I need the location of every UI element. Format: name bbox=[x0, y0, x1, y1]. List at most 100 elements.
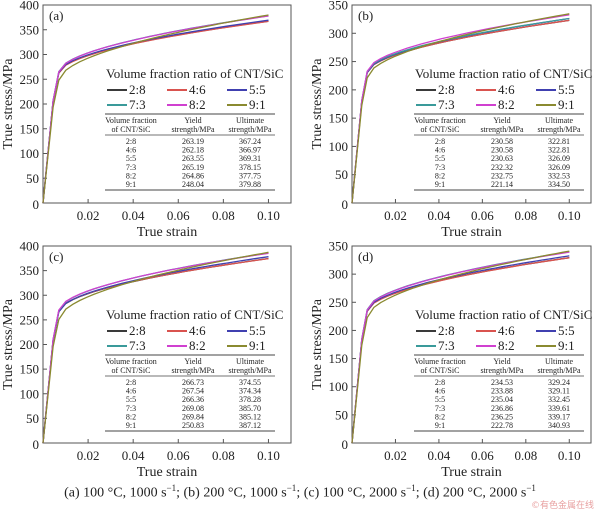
table-header: Yield bbox=[493, 357, 510, 366]
table-cell: 378.28 bbox=[239, 395, 261, 404]
series-line-5-5 bbox=[42, 19, 269, 204]
series-line-9-1 bbox=[351, 250, 570, 444]
y-tick-label: 200 bbox=[329, 323, 349, 338]
y-tick-label: 250 bbox=[329, 295, 349, 310]
table-cell: 332.53 bbox=[548, 171, 570, 180]
table-header: Volume fraction bbox=[105, 116, 157, 125]
x-tick-label: 0.10 bbox=[558, 208, 581, 223]
table-cell: 7:3 bbox=[435, 404, 445, 413]
y-tick-label: 0 bbox=[342, 437, 349, 452]
x-tick-label: 0.06 bbox=[471, 208, 494, 223]
y-tick-label: 350 bbox=[20, 263, 40, 278]
caption-b: ; (b) 200 °C, 1000 s bbox=[176, 485, 287, 501]
y-axis-label: True stress/MPa bbox=[310, 58, 325, 150]
table-header: strength/MPa bbox=[537, 125, 581, 134]
legend-label-2-8: 2:8 bbox=[129, 82, 146, 97]
legend-title: Volume fraction ratio of CNT/SiC bbox=[106, 66, 283, 81]
table-cell: 9:1 bbox=[435, 421, 445, 430]
legend-label-5-5: 5:5 bbox=[249, 323, 266, 338]
legend-label-8-2: 8:2 bbox=[498, 97, 515, 112]
table-cell: 230.58 bbox=[491, 146, 513, 155]
x-tick-label: 0.02 bbox=[384, 448, 407, 463]
x-tick-label: 0.04 bbox=[122, 208, 145, 223]
y-axis-label: True stress/MPa bbox=[310, 298, 325, 390]
x-axis-label: True strain bbox=[137, 465, 198, 480]
x-tick-label: 0.02 bbox=[384, 208, 407, 223]
table-cell: 374.55 bbox=[239, 378, 261, 387]
table-cell: 2:8 bbox=[435, 378, 445, 387]
table-header: Ultimate bbox=[545, 116, 573, 125]
x-tick-label: 0.08 bbox=[514, 448, 537, 463]
series-line-4-6 bbox=[351, 19, 570, 204]
table-cell: 7:3 bbox=[435, 163, 445, 172]
table-cell: 5:5 bbox=[126, 395, 136, 404]
table-cell: 269.84 bbox=[182, 412, 204, 421]
y-tick-label: 150 bbox=[329, 351, 349, 366]
table-cell: 232.32 bbox=[491, 163, 513, 172]
table-cell: 379.88 bbox=[239, 180, 261, 189]
table-cell: 233.88 bbox=[491, 387, 513, 396]
x-tick-label: 0.06 bbox=[167, 208, 190, 223]
table-cell: 222.78 bbox=[491, 421, 513, 430]
table-cell: 5:5 bbox=[435, 395, 445, 404]
table-header: of CNT/SiC bbox=[421, 366, 460, 375]
table-header: Volume fraction bbox=[105, 357, 157, 366]
table-header: strength/MPa bbox=[228, 125, 272, 134]
legend-label-9-1: 9:1 bbox=[558, 338, 575, 353]
table-cell: 221.14 bbox=[491, 180, 513, 189]
y-tick-label: 150 bbox=[20, 362, 40, 377]
y-tick-label: 100 bbox=[329, 379, 349, 394]
table-cell: 236.25 bbox=[491, 412, 513, 421]
table-cell: 235.04 bbox=[491, 395, 513, 404]
y-tick-label: 400 bbox=[20, 0, 40, 13]
panel-b: 0 50 100 150 200 250 300 350 0.02 0.04 0.06 0.08 0.1… bbox=[310, 0, 592, 240]
legend-label-8-2: 8:2 bbox=[189, 338, 206, 353]
x-tick-label: 0.10 bbox=[257, 448, 280, 463]
y-tick-label: 100 bbox=[20, 386, 40, 401]
table-cell: 263.55 bbox=[182, 154, 204, 163]
legend-label-8-2: 8:2 bbox=[189, 97, 206, 112]
table-cell: 266.36 bbox=[182, 395, 204, 404]
legend-label-5-5: 5:5 bbox=[249, 82, 266, 97]
x-tick-label: 0.06 bbox=[471, 448, 494, 463]
table-header: strength/MPa bbox=[480, 125, 524, 134]
table-cell: 2:8 bbox=[126, 137, 136, 146]
table-header: strength/MPa bbox=[480, 366, 524, 375]
table-header: of CNT/SiC bbox=[112, 125, 151, 134]
table-cell: 326.09 bbox=[548, 154, 570, 163]
x-tick-label: 0.10 bbox=[558, 448, 581, 463]
table-header: Yield bbox=[493, 116, 510, 125]
legend-title: Volume fraction ratio of CNT/SiC bbox=[415, 307, 592, 322]
caption-a: (a) 100 °C, 1000 s bbox=[64, 485, 167, 501]
y-tick-label: 300 bbox=[329, 267, 349, 282]
panel-label: (b) bbox=[358, 8, 373, 23]
table-header: Yield bbox=[184, 116, 201, 125]
legend-label-5-5: 5:5 bbox=[558, 82, 575, 97]
caption-c: ; (c) 100 °C, 2000 s bbox=[296, 485, 407, 501]
table-cell: 329.11 bbox=[548, 387, 570, 396]
table-cell: 377.75 bbox=[239, 171, 261, 180]
panel-c: 0 50 100 150 200 250 300 350 400 0.02 0.04 0.06 0.08… bbox=[1, 239, 292, 480]
legend-title: Volume fraction ratio of CNT/SiC bbox=[415, 66, 592, 81]
y-tick-label: 0 bbox=[342, 197, 349, 212]
y-tick-label: 400 bbox=[20, 239, 40, 254]
table-cell: 232.75 bbox=[491, 171, 513, 180]
table-header: strength/MPa bbox=[171, 125, 215, 134]
table-header: strength/MPa bbox=[171, 366, 215, 375]
y-tick-label: 50 bbox=[26, 171, 39, 186]
table-cell: 366.97 bbox=[239, 146, 261, 155]
series-line-4-6 bbox=[42, 257, 269, 444]
table-header: Ultimate bbox=[236, 116, 264, 125]
x-tick-label: 0.10 bbox=[257, 208, 280, 223]
table-header: strength/MPa bbox=[228, 366, 272, 375]
caption-d-sup: −1 bbox=[526, 483, 536, 493]
table-cell: 250.83 bbox=[182, 421, 204, 430]
y-tick-label: 150 bbox=[20, 121, 40, 136]
series-line-8-2 bbox=[42, 252, 269, 444]
table-header: Volume fraction bbox=[414, 357, 466, 366]
series-line-2-8 bbox=[42, 20, 269, 204]
table-cell: 322.81 bbox=[548, 146, 570, 155]
y-tick-label: 250 bbox=[329, 54, 349, 69]
table-cell: 263.19 bbox=[182, 137, 204, 146]
